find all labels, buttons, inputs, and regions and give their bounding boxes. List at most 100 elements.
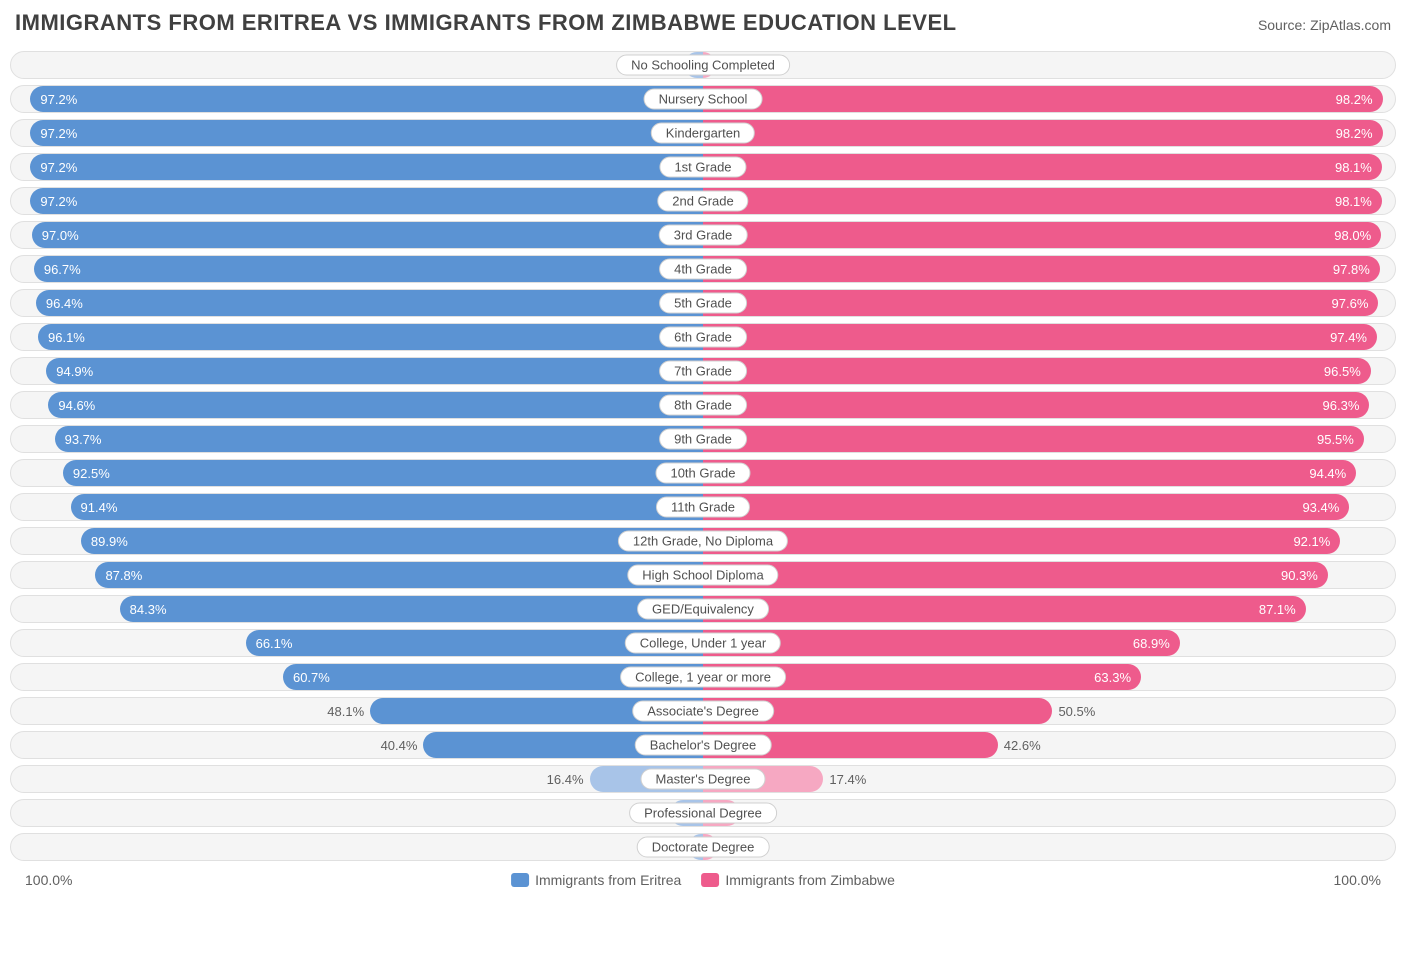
category-label: 2nd Grade [657, 191, 748, 212]
value-right: 95.5% [1307, 432, 1364, 447]
value-left: 92.5% [63, 466, 120, 481]
bar-left: 96.1% [38, 324, 703, 350]
row-right-half: 98.1% [703, 188, 1395, 214]
row-left-half: 97.0% [11, 222, 703, 248]
row-right-half: 5.3% [703, 800, 1395, 826]
bar-left: 87.8% [95, 562, 703, 588]
bar-right: 92.1% [703, 528, 1340, 554]
value-left: 96.4% [36, 296, 93, 311]
bar-right: 97.8% [703, 256, 1380, 282]
bar-left: 96.4% [36, 290, 703, 316]
row-right-half: 68.9% [703, 630, 1395, 656]
category-label: Kindergarten [651, 123, 755, 144]
value-left: 93.7% [55, 432, 112, 447]
row-left-half: 96.1% [11, 324, 703, 350]
row-right-half: 42.6% [703, 732, 1395, 758]
value-left: 87.8% [95, 568, 152, 583]
row-left-half: 48.1% [11, 698, 703, 724]
chart-row: 96.7% 97.8%4th Grade [10, 255, 1396, 283]
row-left-half: 93.7% [11, 426, 703, 452]
row-left-half: 2.8% [11, 52, 703, 78]
category-label: 10th Grade [655, 463, 750, 484]
chart-title: IMMIGRANTS FROM ERITREA VS IMMIGRANTS FR… [15, 10, 957, 36]
chart-row: 93.7%95.5%9th Grade [10, 425, 1396, 453]
bar-right: 96.3% [703, 392, 1369, 418]
category-label: 6th Grade [659, 327, 747, 348]
value-left: 97.2% [30, 92, 87, 107]
legend-label-left: Immigrants from Eritrea [535, 872, 681, 888]
axis-right-max: 100.0% [1334, 872, 1381, 888]
category-label: College, 1 year or more [620, 667, 786, 688]
value-right: 63.3% [1084, 670, 1141, 685]
row-left-half: 2.1% [11, 834, 703, 860]
chart-row: 97.2% 98.2% Nursery School [10, 85, 1396, 113]
bar-right: 93.4% [703, 494, 1349, 520]
category-label: College, Under 1 year [625, 633, 781, 654]
category-label: 8th Grade [659, 395, 747, 416]
value-right: 42.6% [998, 738, 1051, 753]
value-left: 97.2% [30, 126, 87, 141]
bar-left: 89.9% [81, 528, 703, 554]
bar-left: 94.6% [48, 392, 703, 418]
row-left-half: 97.2% [11, 120, 703, 146]
bar-left: 97.2% [30, 188, 703, 214]
legend-label-right: Immigrants from Zimbabwe [725, 872, 895, 888]
category-label: 4th Grade [659, 259, 747, 280]
row-right-half: 90.3% [703, 562, 1395, 588]
row-right-half: 96.5% [703, 358, 1395, 384]
row-left-half: 40.4% [11, 732, 703, 758]
value-right: 87.1% [1249, 602, 1306, 617]
bar-left: 96.7% [34, 256, 703, 282]
value-left: 96.7% [34, 262, 91, 277]
chart-row: 97.2% 98.2% Kindergarten [10, 119, 1396, 147]
chart-row: 16.4%17.4%Master's Degree [10, 765, 1396, 793]
category-label: Nursery School [644, 89, 763, 110]
value-left: 97.2% [30, 194, 87, 209]
row-left-half: 97.2% [11, 188, 703, 214]
bar-left: 93.7% [55, 426, 703, 452]
category-label: 5th Grade [659, 293, 747, 314]
axis-left-max: 100.0% [25, 872, 72, 888]
value-left: 97.0% [32, 228, 89, 243]
chart-row: 96.4% 97.6%5th Grade [10, 289, 1396, 317]
category-label: 12th Grade, No Diploma [618, 531, 788, 552]
category-label: 1st Grade [659, 157, 746, 178]
row-left-half: 16.4% [11, 766, 703, 792]
bar-left: 97.2% [30, 120, 703, 146]
bar-left: 91.4% [71, 494, 703, 520]
bar-right: 97.6% [703, 290, 1378, 316]
row-left-half: 96.4% [11, 290, 703, 316]
legend-swatch-right [701, 873, 719, 887]
chart-row: 4.8%5.3%Professional Degree [10, 799, 1396, 827]
row-left-half: 94.6% [11, 392, 703, 418]
value-left: 91.4% [71, 500, 128, 515]
value-right: 98.2% [1326, 92, 1383, 107]
category-label: 11th Grade [656, 497, 750, 518]
bar-left: 97.0% [32, 222, 703, 248]
bar-right: 87.1% [703, 596, 1306, 622]
value-right: 96.3% [1313, 398, 1370, 413]
bar-right: 97.4% [703, 324, 1377, 350]
source-label: Source: [1258, 17, 1306, 33]
chart-row: 60.7% 63.3% College, 1 year or more [10, 663, 1396, 691]
bar-left: 94.9% [46, 358, 703, 384]
row-left-half: 60.7% [11, 664, 703, 690]
chart-row: 40.4%42.6%Bachelor's Degree [10, 731, 1396, 759]
value-left: 16.4% [537, 772, 590, 787]
value-right: 98.2% [1326, 126, 1383, 141]
row-left-half: 89.9% [11, 528, 703, 554]
bar-right: 98.0% [703, 222, 1381, 248]
value-right: 17.4% [823, 772, 876, 787]
row-right-half: 97.4% [703, 324, 1395, 350]
value-right: 68.9% [1123, 636, 1180, 651]
bar-left: 92.5% [63, 460, 703, 486]
value-left: 66.1% [246, 636, 303, 651]
row-right-half: 92.1% [703, 528, 1395, 554]
row-right-half: 94.4% [703, 460, 1395, 486]
value-right: 50.5% [1052, 704, 1105, 719]
row-right-half: 98.0% [703, 222, 1395, 248]
bar-right: 98.2% [703, 120, 1383, 146]
value-right: 92.1% [1283, 534, 1340, 549]
bar-right: 96.5% [703, 358, 1371, 384]
row-left-half: 4.8% [11, 800, 703, 826]
